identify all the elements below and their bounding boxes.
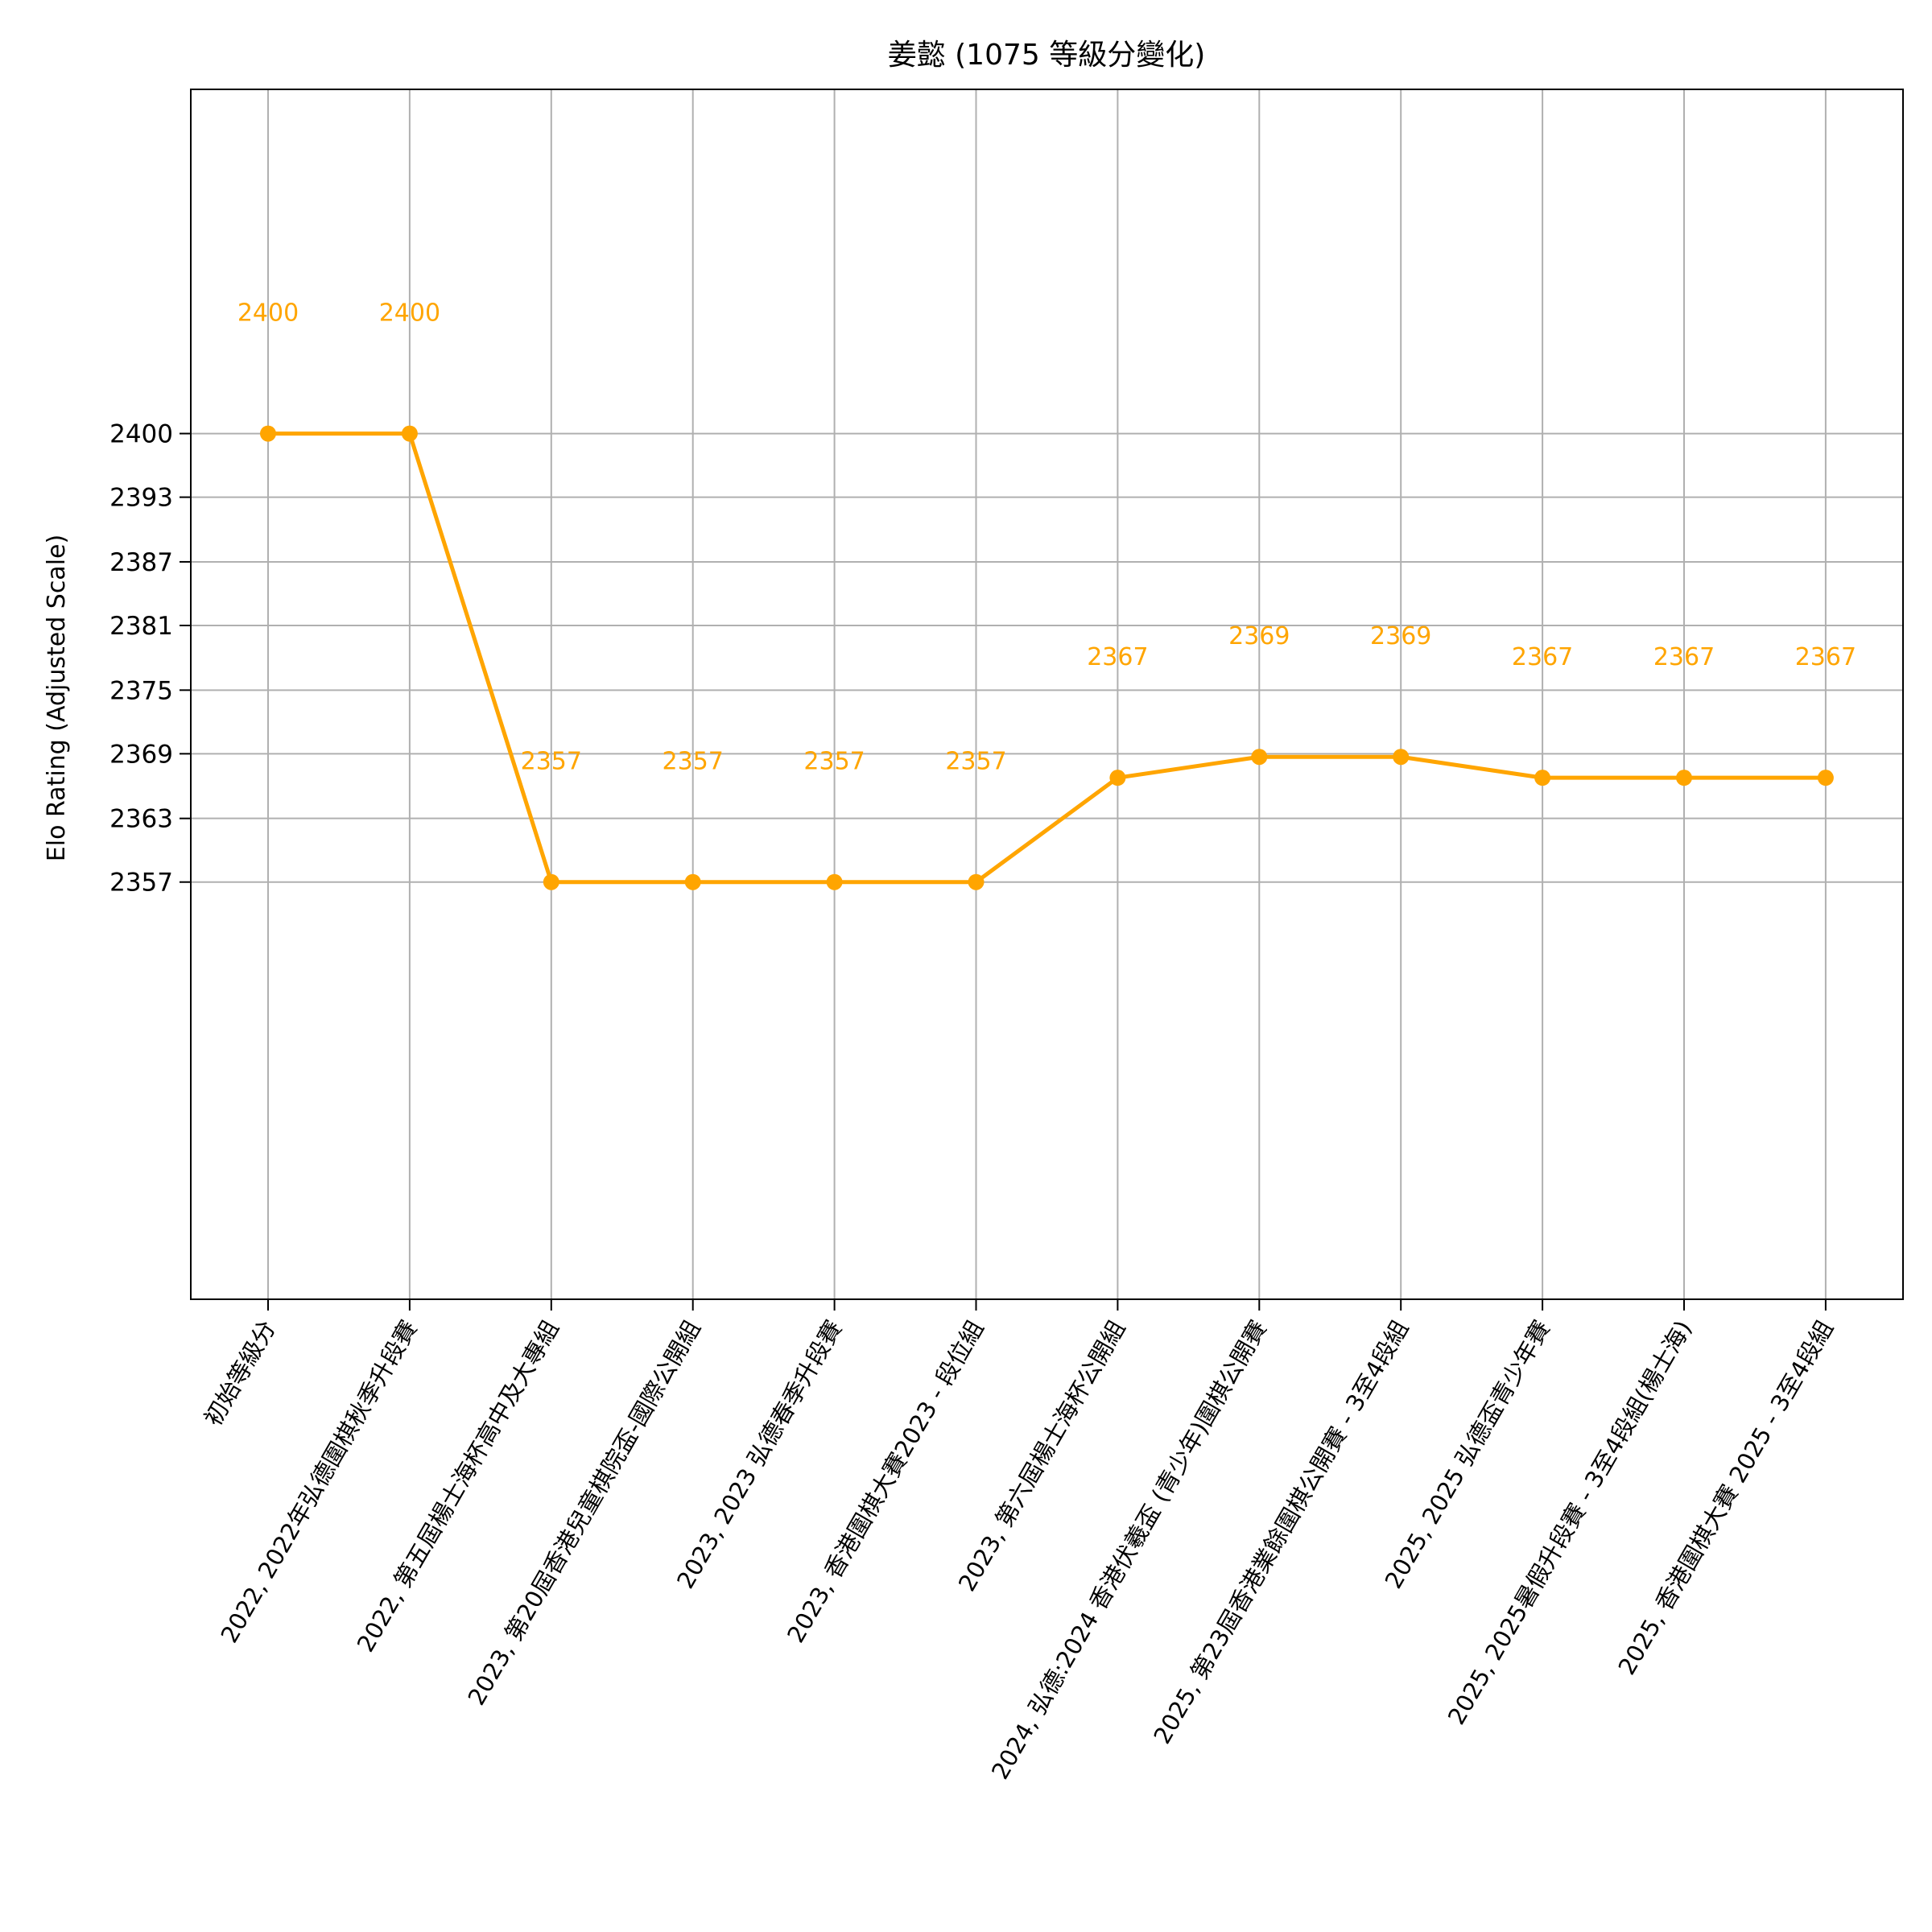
x-tick-label: 2024, 弘德:2024 香港伏羲盃 (青少年)圍棋公開賽 xyxy=(986,1316,1272,1785)
y-tick-label: 2400 xyxy=(109,420,173,449)
data-label: 2400 xyxy=(237,299,299,328)
x-tick-label: 初始等級分 xyxy=(199,1316,281,1431)
data-point xyxy=(1393,749,1410,766)
data-label: 2357 xyxy=(945,748,1006,776)
data-label: 2400 xyxy=(379,299,440,328)
y-tick-label: 2387 xyxy=(109,548,173,577)
data-points xyxy=(260,425,1834,890)
x-tick-label: 2023, 2023 弘德春季升段賽 xyxy=(671,1316,848,1594)
plot-frame xyxy=(190,89,1904,1300)
data-point xyxy=(260,425,276,442)
data-label: 2357 xyxy=(521,748,582,776)
y-axis-label: Elo Rating (Adjusted Scale) xyxy=(43,535,71,861)
data-label: 2367 xyxy=(1653,643,1715,671)
data-label: 2357 xyxy=(803,748,865,776)
data-label: 2357 xyxy=(663,748,724,776)
y-tick-label: 2369 xyxy=(109,740,173,769)
data-label: 2367 xyxy=(1795,643,1856,671)
data-point xyxy=(826,873,843,890)
y-tick-label: 2363 xyxy=(109,805,173,834)
data-point xyxy=(1534,770,1551,786)
data-point xyxy=(968,873,985,890)
data-label: 2367 xyxy=(1512,643,1573,671)
data-point xyxy=(1817,770,1834,786)
data-labels: 2400 2400 2357 2357 2357 2357 2367 2369 2369 2367… xyxy=(237,299,1856,776)
data-point xyxy=(1251,749,1268,766)
data-label: 2369 xyxy=(1370,622,1431,650)
grid-lines xyxy=(191,89,1903,1299)
data-label: 2367 xyxy=(1087,643,1148,671)
data-point xyxy=(1676,770,1692,786)
data-point xyxy=(401,425,418,442)
data-point xyxy=(543,873,559,890)
data-label: 2369 xyxy=(1228,622,1290,650)
chart-title: 姜懿 (1075 等級分變化) xyxy=(888,39,1206,72)
series-line xyxy=(268,431,1826,885)
data-point xyxy=(1109,770,1126,786)
x-tick-label: 2025, 2025 弘德盃青少年賽 xyxy=(1380,1316,1556,1594)
y-tick-label: 2375 xyxy=(109,676,173,705)
y-tick-label: 2357 xyxy=(109,869,173,898)
x-tick-label: 2023, 第20屆香港兒童棋院盃-國際公開組 xyxy=(463,1316,706,1711)
x-tick-label: 2025, 第23屆香港業餘圍棋公開賽 - 3至4段組 xyxy=(1148,1316,1414,1748)
x-tick-label: 2023, 第六屆楊士海杯公開組 xyxy=(953,1316,1131,1596)
y-tick-label: 2393 xyxy=(109,484,173,513)
data-point xyxy=(684,873,701,890)
y-tick-label: 2381 xyxy=(109,612,173,641)
x-tick-label: 2025, 2025暑假升段賽 - 3至4段組(楊士海) xyxy=(1443,1316,1697,1730)
